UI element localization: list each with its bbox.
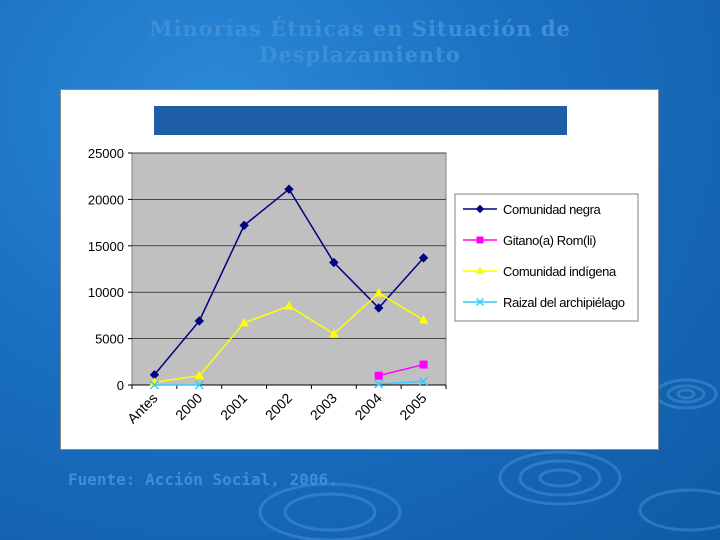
data-point: [374, 303, 384, 313]
x-tick-label: 2004: [351, 390, 384, 423]
y-tick-label: 5000: [95, 332, 124, 347]
legend-label: Raizal del archipiélago: [503, 295, 625, 310]
data-point: [328, 328, 339, 338]
data-point: [418, 253, 429, 263]
series-line: [378, 363, 424, 377]
data-point: [239, 220, 249, 231]
legend-marker: [475, 204, 485, 214]
legend-item: Raizal del archipiélago: [463, 295, 625, 310]
chart-title-band: [154, 106, 567, 135]
legend-label: Comunidad indígena: [503, 264, 617, 279]
series-line: [378, 380, 424, 385]
x-axis: Antes 2000 2001 2002 2003 2004 2005: [124, 384, 447, 427]
data-point: [418, 315, 429, 324]
y-tick-label: 25000: [88, 146, 124, 161]
legend-label: Comunidad negra: [503, 202, 602, 217]
data-point: [374, 379, 384, 389]
x-tick-label: Antes: [124, 390, 161, 427]
x-tick-label: 2001: [217, 390, 250, 423]
chart-frame: 0 5000 10000 15000 20000 25000 Antes 2000 2001 2…: [60, 89, 659, 450]
legend-marker: [476, 236, 484, 244]
slide-title-line-2: Desplazamiento: [259, 42, 461, 67]
y-tick-label: 0: [117, 378, 124, 393]
legend-item: Comunidad negra: [463, 202, 602, 217]
y-tick-label: 15000: [88, 239, 124, 254]
data-point: [284, 184, 294, 194]
legend-marker: [475, 297, 485, 307]
y-axis: 0 5000 10000 15000 20000 25000: [88, 146, 132, 393]
legend-label: Gitano(a) Rom(li): [503, 233, 596, 248]
data-point: [329, 257, 339, 268]
y-tick-label: 10000: [88, 285, 124, 300]
x-tick-label: 2005: [396, 390, 429, 423]
slide-title-line-1: Minorías Étnicas en Situación de: [149, 16, 571, 41]
series-gitano-a-rom-li: [374, 360, 428, 380]
legend-marker: [475, 266, 485, 274]
data-point: [239, 317, 250, 327]
legend-box: [454, 193, 639, 322]
line-chart: 0 5000 10000 15000 20000 25000 Antes 2000 2001 2…: [88, 106, 639, 427]
source-note: Fuente: Acción Social, 2006.: [68, 470, 338, 489]
data-point: [149, 380, 159, 390]
x-tick-label: 2002: [262, 390, 295, 423]
legend-item: Gitano(a) Rom(li): [463, 233, 596, 248]
data-point: [374, 371, 383, 380]
y-tick-label: 20000: [88, 192, 124, 207]
data-point: [419, 360, 428, 369]
data-point: [194, 370, 205, 380]
data-point: [194, 380, 204, 390]
data-point: [194, 316, 204, 326]
data-point: [419, 376, 429, 386]
series-raizal-del-archipi-lago: [149, 376, 429, 390]
data-point: [373, 288, 384, 297]
slide-title: Minorías Étnicas en Situación de Desplaz…: [90, 16, 630, 68]
legend-item: Comunidad indígena: [463, 264, 617, 279]
legend: Comunidad negra Gitano(a) Rom(li) Comunida…: [454, 193, 639, 322]
series-layer: [149, 184, 429, 390]
x-tick-label: 2000: [172, 390, 205, 423]
x-tick-label: 2003: [307, 390, 340, 423]
data-point: [284, 301, 294, 310]
